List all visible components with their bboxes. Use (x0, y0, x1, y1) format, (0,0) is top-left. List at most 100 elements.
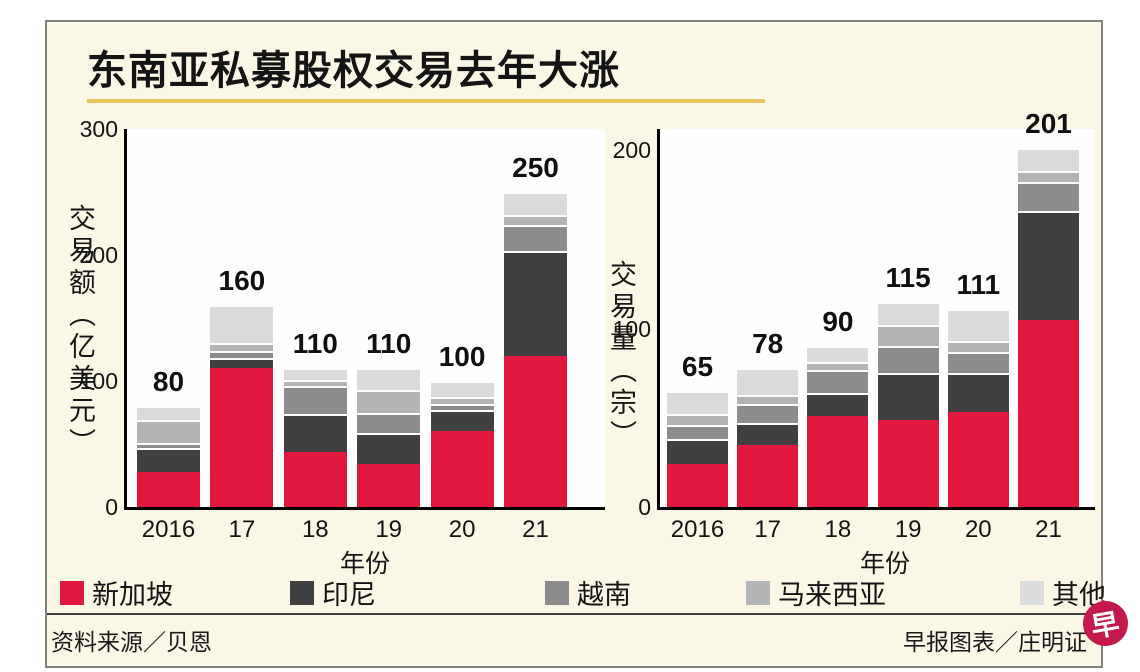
bar-segment-越南 (137, 442, 200, 448)
bar-total-label: 160 (218, 265, 266, 297)
legend-label: 马来西亚 (778, 580, 886, 610)
bar-segment-印尼 (137, 447, 200, 472)
bar-segment-新加坡 (430, 431, 494, 507)
legend-item-马来西亚: 马来西亚 (746, 573, 886, 612)
infographic-card: 东南亚私募股权交易去年大涨 交易额（亿美元） 0 100 200 300 80 2016 1… (45, 20, 1128, 668)
zaobao-logo-icon: 早 (1083, 601, 1128, 646)
bar-segment-新加坡 (947, 412, 1009, 507)
footer-divider (47, 613, 1101, 615)
bar-segment-马来西亚 (667, 414, 728, 425)
bar-segment-其他 (283, 368, 347, 380)
bar-segment-其他 (357, 368, 421, 390)
stacked-bar-20 (430, 381, 494, 507)
y-tick-label: 100 (79, 368, 118, 394)
legend-label: 新加坡 (92, 580, 173, 610)
stacked-bar-17 (210, 305, 274, 507)
bar-segment-印尼 (210, 358, 274, 369)
bar-segment-新加坡 (357, 464, 421, 507)
bar-segment-新加坡 (210, 368, 274, 507)
bar-segment-越南 (283, 386, 347, 414)
y-tick-label: 0 (105, 494, 118, 520)
bar-segment-马来西亚 (947, 341, 1009, 352)
bar-segment-越南 (807, 369, 869, 393)
bar-segment-其他 (504, 192, 567, 215)
bar-segment-印尼 (504, 251, 567, 356)
x-tick-label: 18 (301, 516, 329, 543)
title-underline (87, 99, 765, 103)
bar-segment-越南 (737, 403, 799, 424)
left-x-axis-title: 年份 (339, 550, 391, 578)
bar-segment-马来西亚 (430, 397, 494, 404)
bar-segment-其他 (877, 301, 939, 325)
bar-segment-其他 (947, 308, 1009, 342)
legend-item-新加坡: 新加坡 (60, 573, 173, 612)
bar-segment-印尼 (947, 373, 1009, 413)
zaobao-logo-glyph: 早 (1089, 607, 1123, 643)
chart-title: 东南亚私募股权交易去年大涨 (87, 49, 620, 93)
bar-segment-印尼 (667, 439, 728, 465)
legend-label: 印尼 (322, 580, 376, 610)
bar-segment-其他 (1018, 148, 1079, 172)
bar-total-label: 78 (752, 327, 784, 359)
bar-segment-新加坡 (504, 355, 567, 507)
bar-segment-马来西亚 (504, 214, 567, 225)
bar-segment-马来西亚 (877, 324, 939, 347)
legend: 新加坡 印尼 越南 马来西亚 其他 (47, 573, 1106, 610)
y-tick-label: 200 (79, 242, 118, 268)
bar-segment-印尼 (807, 392, 869, 416)
stacked-bar-21 (1018, 148, 1079, 507)
y-tick-label: 300 (79, 116, 118, 142)
bar-segment-新加坡 (807, 415, 869, 507)
bar-segment-其他 (430, 381, 494, 398)
bar-segment-印尼 (737, 423, 799, 445)
x-tick-label: 21 (1035, 516, 1062, 543)
stacked-bar-17 (737, 367, 799, 507)
bar-segment-越南 (667, 424, 728, 440)
bar-segment-印尼 (357, 432, 421, 465)
bar-segment-印尼 (877, 373, 939, 420)
source-note: 资料来源／贝恩 (51, 629, 212, 655)
bar-segment-新加坡 (737, 444, 799, 507)
bar-segment-其他 (210, 305, 274, 344)
bar-segment-马来西亚 (283, 379, 347, 387)
x-tick-label: 20 (448, 516, 476, 543)
bar-total-label: 115 (885, 261, 931, 293)
legend-swatch-icon (545, 580, 569, 605)
bar-segment-马来西亚 (137, 420, 200, 443)
bar-segment-印尼 (1018, 210, 1079, 320)
credit-note: 早报图表／庄明证 (903, 629, 1087, 655)
y-tick-label: 200 (612, 137, 651, 163)
bar-segment-其他 (667, 391, 728, 415)
legend-item-印尼: 印尼 (290, 573, 376, 612)
bar-segment-马来西亚 (807, 362, 869, 370)
left-y-axis-title: 交易额（亿美元） (65, 204, 95, 460)
legend-label: 越南 (577, 580, 631, 610)
x-tick-label: 20 (964, 516, 992, 543)
bar-total-label: 111 (956, 268, 1001, 300)
bar-segment-马来西亚 (210, 343, 274, 351)
stacked-bar-2016 (137, 406, 200, 507)
legend-swatch-icon (746, 580, 770, 605)
legend-item-越南: 越南 (545, 573, 631, 612)
x-tick-label: 19 (894, 516, 922, 543)
bar-segment-其他 (807, 346, 869, 363)
bar-segment-马来西亚 (737, 394, 799, 404)
x-tick-label: 17 (228, 516, 256, 543)
bar-segment-其他 (137, 406, 200, 421)
bar-total-label: 250 (512, 152, 559, 183)
stacked-bar-19 (877, 301, 939, 507)
x-tick-label: 17 (754, 516, 782, 543)
x-tick-label: 2016 (670, 516, 725, 543)
bar-segment-越南 (210, 350, 274, 359)
bar-total-label: 110 (292, 328, 338, 360)
legend-swatch-icon (60, 580, 84, 605)
bar-segment-越南 (430, 403, 494, 410)
stacked-bar-18 (283, 368, 347, 507)
bar-segment-新加坡 (1018, 319, 1079, 507)
x-tick-label: 21 (522, 516, 549, 543)
bar-segment-越南 (1018, 182, 1079, 211)
bar-segment-印尼 (283, 413, 347, 452)
legend-swatch-icon (1020, 580, 1044, 605)
x-tick-label: 19 (375, 516, 403, 543)
right-x-axis-title: 年份 (859, 550, 911, 578)
